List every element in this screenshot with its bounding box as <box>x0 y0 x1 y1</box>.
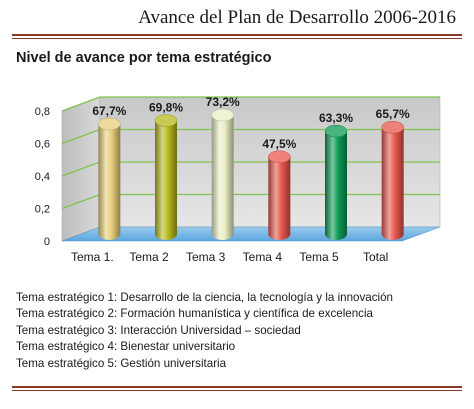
y-tick-label: 0 <box>44 236 50 248</box>
gridline <box>61 96 440 112</box>
bar-6 <box>381 120 404 240</box>
bar-1 <box>98 117 121 240</box>
bar-2 <box>154 114 178 240</box>
legend-note-1: Tema estratégico 1: Desarrollo de la cie… <box>16 291 394 304</box>
x-tick-label: Tema 4 <box>243 250 283 264</box>
bar-top <box>154 114 178 127</box>
bar-value-label: 73,2% <box>206 95 240 109</box>
bar-3 <box>211 108 234 240</box>
bar-body <box>325 131 347 240</box>
x-tick-label: Tema 1. <box>71 250 114 264</box>
x-tick-label: Tema 2 <box>129 250 169 264</box>
bar-value-label: 67,7% <box>92 104 126 118</box>
bar-body <box>98 123 121 240</box>
document-title: Avance del Plan de Desarrollo 2006-2016 <box>138 7 456 28</box>
bar-body <box>268 156 291 240</box>
bar-top <box>268 150 291 164</box>
legend-note-2: Tema estratégico 2: Formación humanístic… <box>16 307 373 321</box>
bar-value-label: 63,3% <box>319 111 353 125</box>
progress-bar-chart: 67,7% 69,8% 73,2%47,5%63,3% 65,7% Tema 1. Te… <box>35 95 441 264</box>
x-tick-label: Total <box>363 250 388 264</box>
chart-labels-group: 67,7% 69,8% 73,2% 47,5% 63,3% 65,7% <box>92 95 410 151</box>
header-rule-bottom <box>12 38 462 39</box>
footer-rule-top <box>12 386 462 388</box>
bar-top <box>324 124 348 138</box>
y-tick-label: 0,6 <box>35 139 50 151</box>
bar-5 <box>324 124 348 240</box>
bar-4 <box>268 150 291 240</box>
chart-title: Nivel de avance por tema estratégico <box>16 50 272 66</box>
legend-note-3: Tema estratégico 3: Interacción Universi… <box>16 323 301 337</box>
bar-body <box>211 115 234 240</box>
bar-body <box>381 127 404 240</box>
document-header: Avance del Plan de Desarrollo 2006-2016 <box>0 0 474 36</box>
bar-value-label: 47,5% <box>262 137 296 151</box>
x-tick-label: Tema 3 <box>186 250 226 264</box>
footer-rule-bottom <box>12 390 462 391</box>
chart-axis-group: Tema 1. Tema 2 Tema 3 Tema 4 Tema 5 Total 0 0,2… <box>35 106 389 264</box>
legend-note-4: Tema estratégico 4: Bienestar universita… <box>16 340 236 354</box>
bar-body <box>155 120 177 240</box>
legend-note-5: Tema estratégico 5: Gestión universitari… <box>16 356 227 370</box>
y-tick-label: 0,2 <box>35 204 50 216</box>
bar-value-label: 69,8% <box>149 101 183 115</box>
strategic-themes-legend: Tema estratégico 1: Desarrollo de la cie… <box>16 290 466 372</box>
x-tick-label: Tema 5 <box>299 250 339 264</box>
chart-bars-group <box>98 108 404 240</box>
bar-top <box>211 108 234 122</box>
bar-top <box>381 120 404 134</box>
bar-value-label: 65,7% <box>376 107 410 121</box>
header-rule-top <box>12 34 462 36</box>
y-tick-label: 0,4 <box>35 171 50 183</box>
y-tick-label: 0,8 <box>35 106 50 118</box>
bar-top <box>98 117 121 131</box>
